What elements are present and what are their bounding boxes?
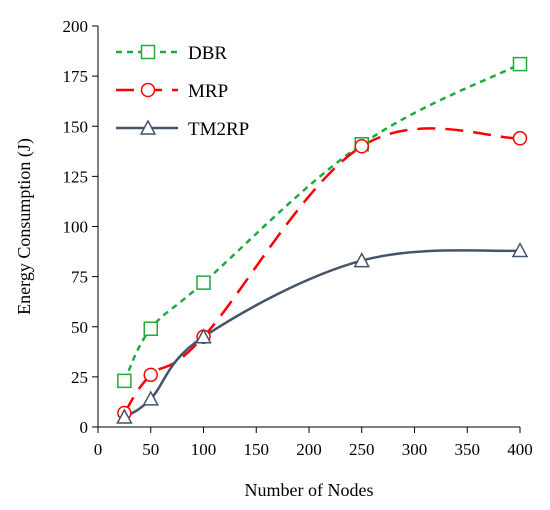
data-point-tm2rp [511,241,529,258]
legend: DBR MRP TM2RP [116,43,249,140]
series-line-tm2rp [123,249,521,419]
data-point-mrp [354,139,369,154]
y-tick-label: 50 [71,318,88,337]
y-tick-label: 150 [63,117,89,136]
data-point-dbr [196,275,211,290]
y-tick-label: 125 [63,167,89,186]
x-tick-label: 50 [142,440,159,459]
x-tick-label: 400 [507,440,533,459]
data-point-dbr [143,321,158,337]
x-tick-label: 150 [244,440,270,459]
y-tick-label: 75 [71,268,88,287]
series-line-dbr [123,62,521,382]
data-point-mrp [143,367,158,383]
series-lines [123,62,521,419]
y-tick-label: 200 [63,17,89,36]
y-tick-label: 100 [63,218,89,237]
y-tick-label: 0 [80,418,89,437]
legend-label-tm2rp: TM2RP [188,119,249,140]
legend-marker-dbr [140,44,156,60]
data-point-tm2rp [353,252,371,268]
data-point-tm2rp [142,390,160,406]
series-line-mrp [123,127,521,414]
legend-marker-mrp [140,82,156,98]
x-tick-label: 200 [296,440,322,459]
series-markers [116,56,529,424]
x-axis-title: Number of Nodes [245,480,374,500]
x-tick-label: 350 [455,440,481,459]
y-tick-label: 25 [71,368,88,387]
x-tick-label: 100 [191,440,217,459]
y-axis-title: Energy Consumption (J) [14,138,35,315]
y-tick-label: 175 [63,67,89,86]
data-point-tm2rp [116,408,133,424]
data-point-dbr [117,373,132,389]
data-point-dbr [512,56,528,72]
x-tick-label: 0 [94,440,103,459]
axes: 0 25 50 75 100 125 150 175 200 0 50 100 150 200 250 300… [63,17,533,459]
data-point-tm2rp [195,328,212,344]
legend-label-dbr: DBR [188,43,227,64]
data-point-mrp [512,131,528,146]
x-tick-label: 250 [349,440,375,459]
legend-marker-tm2rp [139,119,157,135]
legend-label-mrp: MRP [188,81,228,102]
x-tick-label: 300 [402,440,428,459]
